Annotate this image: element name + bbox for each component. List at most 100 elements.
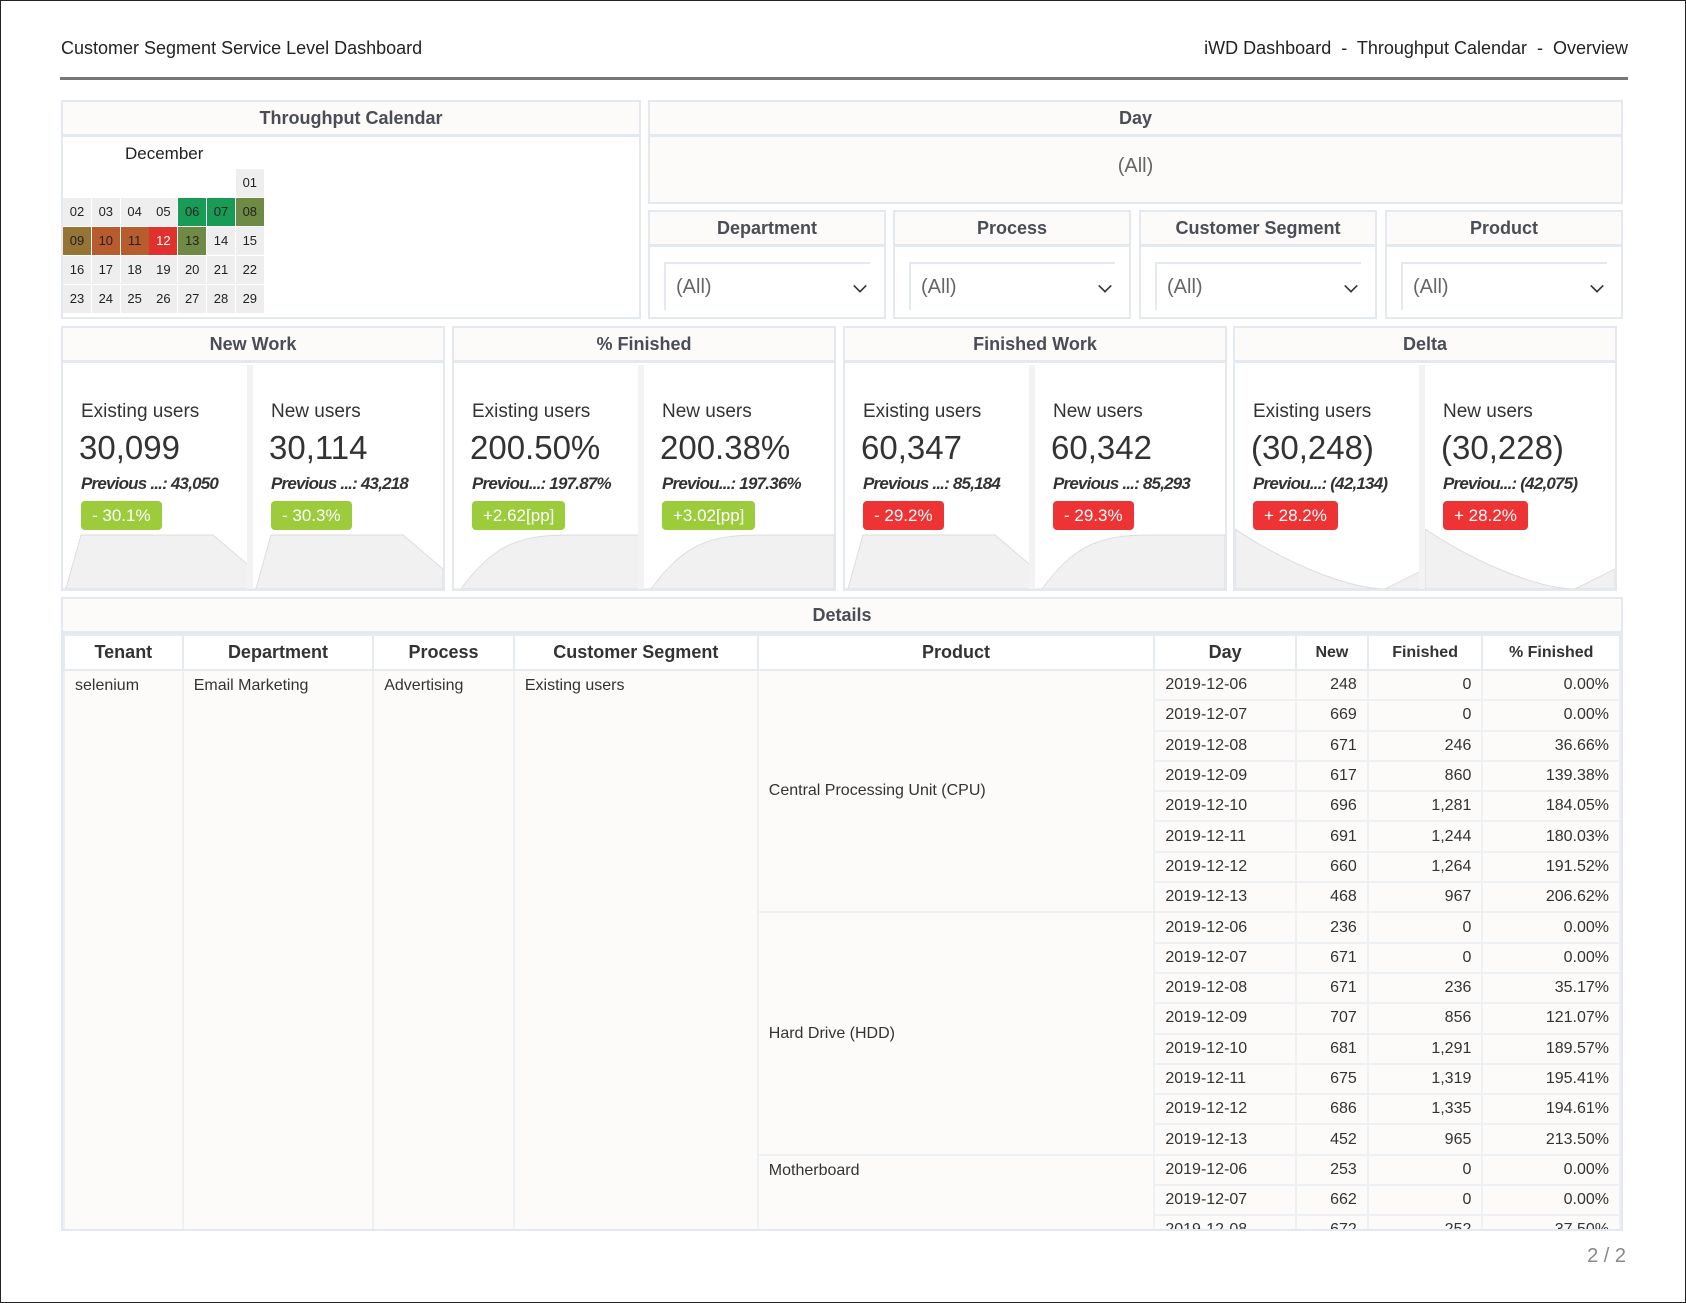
cell-finished: 246 (1366, 729, 1484, 762)
sparkline (1425, 529, 1615, 589)
table-row: Motherboard 2019-12-06 253 0 0.00% (64, 1153, 1621, 1229)
column-header-new[interactable]: New (1295, 634, 1369, 671)
calendar-day[interactable]: 05 (149, 198, 178, 226)
kpi-previous: Previous ...: 85,293 (1053, 474, 1191, 493)
calendar-day[interactable]: 01 (235, 169, 264, 197)
department-dropdown[interactable]: (All) (664, 262, 870, 310)
day-filter-value[interactable]: (All) (1117, 155, 1154, 177)
table-row: 2019-12-11 675 1,319 195.41% (64, 1062, 1621, 1096)
calendar-day[interactable]: 15 (235, 227, 264, 255)
day-filter[interactable]: (All) (650, 137, 1621, 202)
cell-finished: 0 (1366, 1184, 1484, 1217)
panel-title: Finished Work (845, 328, 1225, 363)
cell-day: 2019-12-06 (1153, 911, 1298, 944)
calendar-day[interactable]: 10 (91, 227, 120, 255)
calendar-day[interactable]: 18 (120, 256, 149, 284)
column-header-finished[interactable]: Finished (1366, 634, 1484, 671)
calendar-day[interactable]: 07 (207, 198, 235, 226)
cell-finished: 965 (1366, 1123, 1484, 1156)
calendar-day[interactable]: 24 (91, 285, 120, 313)
cell-new: 253 (1295, 1153, 1369, 1187)
calendar-day[interactable]: 11 (120, 227, 149, 255)
cell-pct-finished: 191.52% (1481, 850, 1621, 884)
panel-title: Throughput Calendar (63, 102, 639, 137)
column-header-department[interactable]: Department (181, 634, 375, 671)
cell-new: 675 (1295, 1062, 1369, 1096)
column-header-day[interactable]: Day (1153, 634, 1298, 671)
chevron-down-icon[interactable] (1098, 279, 1112, 293)
cell-finished: 1,244 (1366, 820, 1484, 853)
product-dropdown[interactable]: (All) (1401, 262, 1607, 310)
sparkline-area (1425, 529, 1615, 589)
sparkline-area (454, 534, 638, 589)
calendar-day[interactable]: 21 (207, 256, 235, 284)
calendar-day[interactable]: 19 (149, 256, 178, 284)
calendar-day[interactable]: 29 (235, 285, 264, 313)
kpi-previous: Previou...: 197.87% (472, 474, 612, 493)
calendar-day[interactable]: 13 (178, 227, 207, 255)
panel-title: Customer Segment (1141, 212, 1375, 247)
calendar-day[interactable]: 17 (91, 256, 120, 284)
column-header-tenant[interactable]: Tenant (63, 634, 184, 671)
calendar-day[interactable]: 12 (149, 227, 178, 255)
cell-day: 2019-12-08 (1153, 971, 1298, 1005)
header-divider (60, 77, 1628, 80)
calendar-day[interactable]: 06 (178, 198, 207, 226)
cell-new: 660 (1295, 850, 1369, 884)
calendar-day[interactable]: 14 (207, 227, 235, 255)
kpi-card: New users 200.38% Previou...: 197.36% +3.02… (644, 365, 834, 589)
breadcrumb[interactable]: iWD Dashboard - Throughput Calendar - Ov… (1204, 38, 1628, 58)
cell-day: 2019-12-11 (1153, 1062, 1298, 1096)
calendar-day[interactable]: 22 (235, 256, 264, 284)
table-row: 2019-12-13 452 965 213.50% (64, 1123, 1621, 1156)
cell-pct-finished: 121.07% (1481, 1002, 1621, 1035)
calendar-day[interactable]: 08 (235, 198, 264, 226)
cell-new: 468 (1295, 881, 1369, 914)
calendar-day[interactable]: 04 (120, 198, 149, 226)
kpi-change-badge: - 29.2% (863, 501, 944, 530)
cell-finished: 236 (1366, 971, 1484, 1005)
chevron-down-icon[interactable] (1590, 279, 1604, 293)
sparkline-area (644, 534, 834, 589)
cell-pct-finished: 37.50% (1481, 1214, 1621, 1229)
calendar-day[interactable]: 09 (63, 227, 91, 255)
sparkline (1235, 529, 1419, 589)
kpi-value: 60,342 (1051, 429, 1152, 466)
cell-new: 617 (1295, 759, 1369, 793)
cell-finished: 1,281 (1366, 790, 1484, 823)
chevron-down-icon[interactable] (853, 279, 867, 293)
calendar-day[interactable]: 28 (207, 285, 235, 313)
cell-finished: 967 (1366, 881, 1484, 914)
calendar-day[interactable]: 03 (91, 198, 120, 226)
cell-new: 671 (1295, 971, 1369, 1005)
cell-new: 669 (1295, 699, 1369, 732)
cell-day: 2019-12-06 (1153, 1153, 1298, 1187)
cell-pct-finished: 0.00% (1481, 1153, 1621, 1187)
column-header-product[interactable]: Product (756, 634, 1156, 671)
kpi-label: Existing users (1253, 401, 1372, 422)
cell-new: 707 (1295, 1002, 1369, 1035)
calendar-day[interactable]: 26 (149, 285, 178, 313)
calendar-day[interactable]: 20 (178, 256, 207, 284)
kpi-label: New users (271, 401, 361, 422)
column-header-process[interactable]: Process (372, 634, 515, 671)
table-row: 2019-12-09 707 856 121.07% (64, 1002, 1621, 1035)
calendar-day[interactable]: 23 (63, 285, 91, 313)
cell-day: 2019-12-07 (1153, 941, 1298, 974)
column-header-finished[interactable]: % Finished (1481, 634, 1621, 671)
dropdown-value: (All) (921, 276, 957, 298)
process-dropdown[interactable]: (All) (909, 262, 1115, 310)
column-header-customer-segment[interactable]: Customer Segment (512, 634, 759, 671)
calendar-day[interactable]: 02 (63, 198, 91, 226)
chevron-down-icon[interactable] (1344, 279, 1358, 293)
kpi-previous: Previou...: (42,134) (1253, 474, 1388, 493)
page-indicator: 2 / 2 (1587, 1245, 1626, 1267)
cell-pct-finished: 213.50% (1481, 1123, 1621, 1156)
calendar-day[interactable]: 27 (178, 285, 207, 313)
calendar-day[interactable]: 16 (63, 256, 91, 284)
panel-title: Product (1387, 212, 1621, 247)
cell-finished: 1,291 (1366, 1032, 1484, 1065)
calendar-day[interactable]: 25 (120, 285, 149, 313)
customer-segment-dropdown[interactable]: (All) (1155, 262, 1361, 310)
cell-pct-finished: 35.17% (1481, 971, 1621, 1005)
